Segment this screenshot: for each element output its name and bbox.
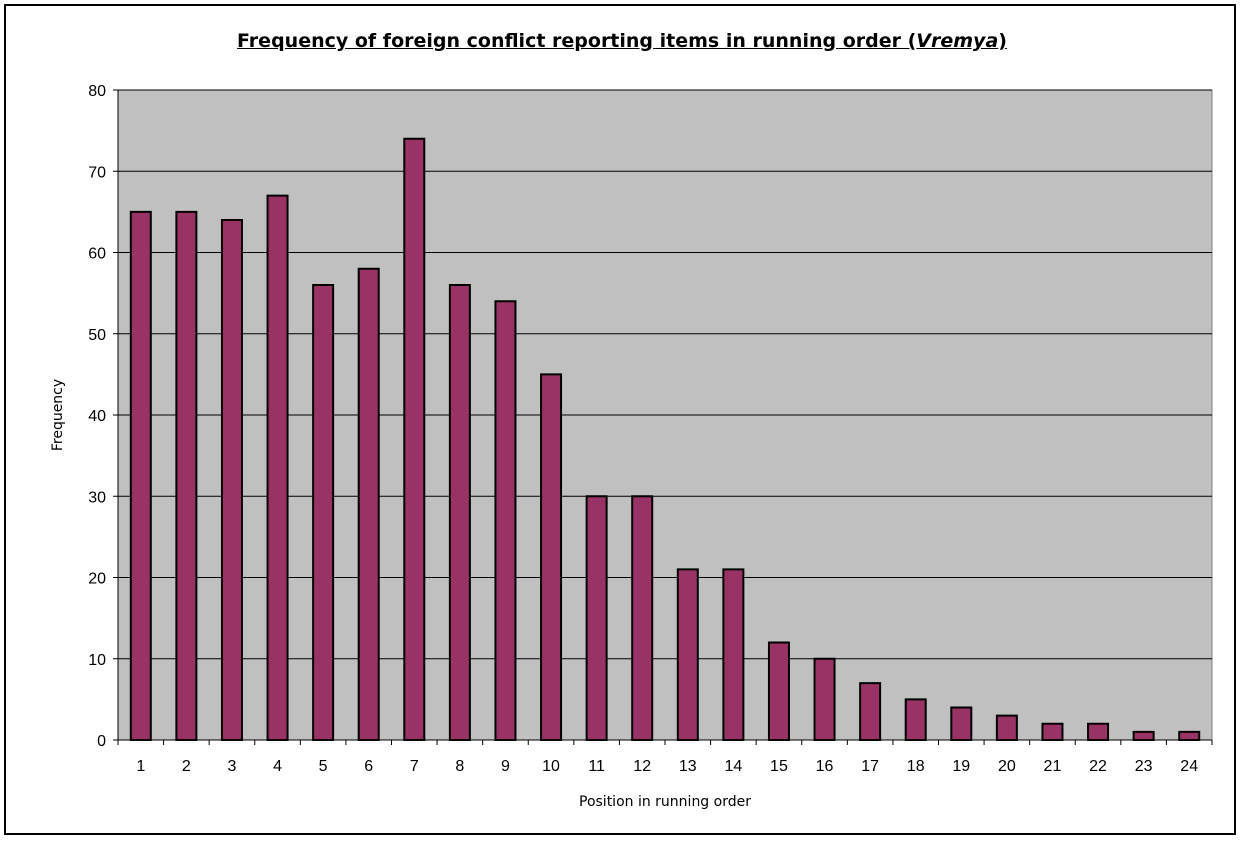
- x-tick-labels: 1 2 3 4 5 6 7 8 9 10 11 12 13 14 15 16 17 18 19 20 21 22 23 24: [136, 758, 1198, 775]
- x-tick-label-19: 19: [952, 758, 970, 775]
- x-tick-label-4: 4: [273, 758, 282, 775]
- bar-15: [767, 641, 790, 741]
- bar-21: [1041, 722, 1064, 741]
- bar-13: [676, 568, 699, 741]
- chart-title-end: ): [998, 30, 1007, 52]
- bar-18: [904, 698, 927, 741]
- x-tick-label-16: 16: [816, 758, 834, 775]
- bar-4: [266, 194, 289, 741]
- bar-11: [585, 495, 608, 741]
- bar-10: [540, 373, 563, 741]
- x-tick-label-20: 20: [998, 758, 1016, 775]
- bar-8: [448, 284, 471, 741]
- bar-24: [1178, 730, 1201, 741]
- axes: [113, 89, 1213, 745]
- chart-title: Frequency of foreign conflict reporting …: [0, 30, 1244, 52]
- x-tick-label-6: 6: [364, 758, 373, 775]
- y-tick-label-0: 0: [97, 733, 106, 750]
- y-tick-label-60: 60: [88, 246, 106, 263]
- y-tick-label-40: 40: [88, 408, 106, 425]
- x-tick-label-17: 17: [861, 758, 879, 775]
- chart-title-italic: Vremya: [916, 30, 999, 52]
- x-tick-label-24: 24: [1180, 758, 1198, 775]
- x-tick-label-23: 23: [1135, 758, 1153, 775]
- chart-title-main: Frequency of foreign conflict reporting …: [237, 30, 917, 52]
- y-tick-label-10: 10: [88, 652, 106, 669]
- gridlines: [118, 89, 1212, 660]
- x-tick-label-11: 11: [588, 758, 605, 775]
- x-tick-label-15: 15: [770, 758, 788, 775]
- x-tick-label-22: 22: [1089, 758, 1107, 775]
- x-tick-label-3: 3: [228, 758, 237, 775]
- bar-17: [859, 682, 882, 741]
- x-tick-label-21: 21: [1044, 758, 1062, 775]
- x-tick-label-5: 5: [319, 758, 328, 775]
- y-tick-label-70: 70: [88, 164, 106, 181]
- x-tick-label-9: 9: [501, 758, 510, 775]
- bar-1: [129, 210, 152, 741]
- bar-3: [220, 219, 243, 741]
- bar-20: [995, 714, 1018, 741]
- y-tick-label-50: 50: [88, 327, 106, 344]
- bar-7: [403, 137, 426, 741]
- bars: [129, 137, 1201, 741]
- bar-9: [494, 300, 517, 741]
- x-tick-label-14: 14: [724, 758, 742, 775]
- x-tick-label-12: 12: [633, 758, 651, 775]
- bar-12: [631, 495, 654, 741]
- bar-23: [1132, 730, 1155, 741]
- bar-14: [722, 568, 745, 741]
- y-axis-title: Frequency: [50, 379, 66, 451]
- x-tick-label-18: 18: [907, 758, 925, 775]
- x-tick-label-13: 13: [679, 758, 697, 775]
- x-tick-label-2: 2: [182, 758, 191, 775]
- bar-6: [357, 267, 380, 741]
- x-tick-label-8: 8: [455, 758, 464, 775]
- x-tick-label-10: 10: [542, 758, 560, 775]
- y-tick-label-20: 20: [88, 571, 106, 588]
- x-tick-label-1: 1: [136, 758, 145, 775]
- x-tick-label-7: 7: [410, 758, 419, 775]
- y-tick-label-80: 80: [88, 83, 106, 100]
- bar-19: [950, 706, 973, 741]
- y-tick-label-30: 30: [88, 489, 106, 506]
- bar-22: [1087, 722, 1110, 741]
- bar-16: [813, 657, 836, 741]
- y-tick-labels: 0 10 20 30 40 50 60 70 80: [88, 83, 106, 750]
- bar-2: [175, 210, 198, 741]
- x-axis-title: Position in running order: [579, 794, 751, 810]
- bar-5: [312, 284, 335, 741]
